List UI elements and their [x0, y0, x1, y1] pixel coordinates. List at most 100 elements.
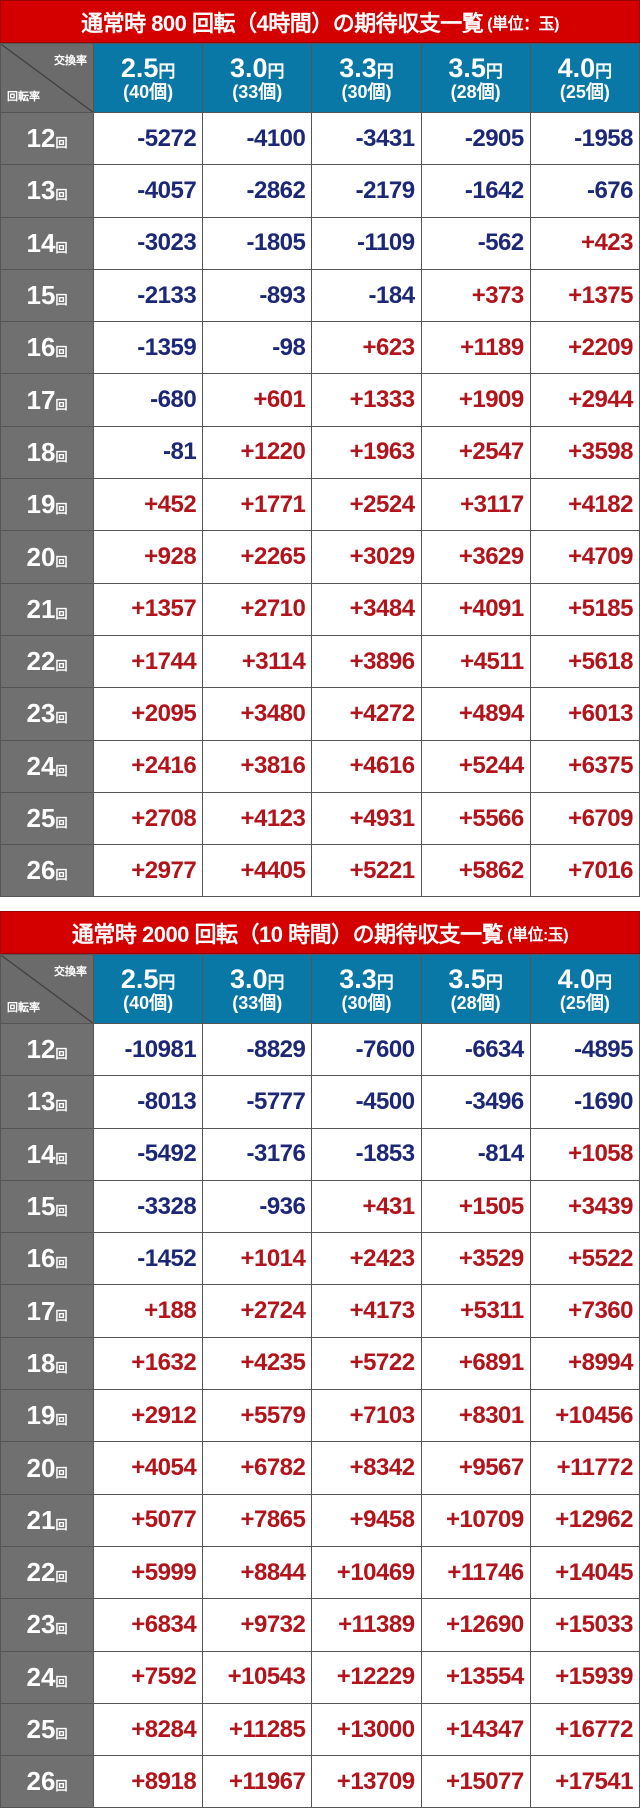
value-cell: +623	[311, 321, 422, 375]
value-cell: -1805	[202, 216, 313, 270]
value-cell: +3439	[529, 1179, 640, 1234]
table-row: 21回 +5077 +7865 +9458 +10709 +12962	[0, 1493, 640, 1547]
value-cell: +1771	[202, 478, 313, 532]
row-label: 14回	[0, 216, 94, 270]
value-cell: +11285	[202, 1702, 313, 1757]
value-cell: +3029	[311, 530, 422, 584]
value-cell: +2209	[529, 321, 640, 375]
value-cell: +2944	[529, 373, 640, 427]
value-cell: +8844	[202, 1545, 313, 1600]
value-cell: +6834	[92, 1598, 204, 1652]
spin-rate-value: 22	[26, 646, 56, 677]
value-cell: +1505	[420, 1179, 531, 1234]
spin-rate-value: 25	[26, 1714, 56, 1744]
table-row: 15回 -2133 -893 -184 +373 +1375	[0, 268, 640, 323]
spin-rate-value: 18	[26, 436, 56, 467]
value-cell: +2710	[202, 582, 313, 636]
table-row: 13回 -4057 -2862 -2179 -1642 -676	[0, 164, 640, 218]
yen-unit: 円	[376, 973, 394, 993]
table-row: 18回 -81 +1220 +1963 +2547 +3598	[0, 425, 640, 480]
value-cell: +6891	[420, 1336, 531, 1391]
value-cell: -3023	[92, 216, 204, 270]
value-cell: +3480	[202, 687, 313, 741]
balls-per-yen: (40個)	[123, 992, 174, 1013]
value-cell: +4894	[420, 687, 531, 741]
spin-rate-value: 14	[26, 227, 56, 258]
yen-unit: 円	[485, 62, 503, 82]
row-label: 21回	[0, 582, 94, 636]
row-suffix: 回	[55, 188, 68, 203]
table-row: 12回 -10981 -8829 -7600 -6634 -4895	[0, 1022, 640, 1077]
column-header: 3.3円 (30個)	[311, 43, 422, 113]
row-suffix: 回	[55, 1308, 68, 1323]
value-cell: +13709	[311, 1755, 422, 1809]
rate-value: 3.5	[448, 53, 486, 84]
value-cell: +3484	[311, 582, 422, 636]
value-cell: +5221	[311, 844, 422, 898]
value-cell: -1452	[92, 1232, 204, 1286]
value-cell: -4057	[92, 164, 204, 218]
value-cell: +423	[529, 216, 640, 270]
value-cell: +5566	[420, 791, 531, 846]
spin-rate-value: 24	[26, 750, 56, 781]
value-cell: +2724	[202, 1284, 313, 1338]
value-cell: -7600	[311, 1022, 422, 1077]
spin-rate-value: 16	[26, 1243, 56, 1274]
value-cell: +1632	[92, 1336, 204, 1391]
yen-unit: 円	[267, 973, 285, 993]
value-cell: -81	[92, 425, 204, 480]
value-cell: +5999	[92, 1545, 204, 1600]
value-cell: +1744	[92, 634, 204, 689]
exchange-rate-label: 交換率	[54, 55, 87, 67]
row-label: 20回	[0, 530, 94, 584]
value-cell: +5244	[420, 739, 531, 793]
value-cell: +9567	[420, 1441, 531, 1495]
row-label: 16回	[0, 1232, 94, 1286]
value-cell: +3816	[202, 739, 313, 793]
rate-value: 3.0	[230, 964, 268, 995]
value-cell: +2095	[92, 687, 204, 741]
row-label: 12回	[0, 111, 94, 166]
value-cell: +8284	[92, 1702, 204, 1757]
table-row: 20回 +928 +2265 +3029 +3629 +4709	[0, 530, 640, 584]
spin-rate-value: 19	[26, 489, 56, 520]
table-row: 21回 +1357 +2710 +3484 +4091 +5185	[0, 582, 640, 636]
row-label: 13回	[0, 1075, 94, 1129]
rate-value: 4.0	[557, 964, 596, 995]
spin-rate-label: 回転率	[7, 1002, 40, 1014]
balls-per-yen: (28個)	[450, 81, 501, 102]
balls-per-yen: (25個)	[559, 81, 610, 102]
table-row: 24回 +2416 +3816 +4616 +5244 +6375	[0, 739, 640, 793]
spin-rate-value: 19	[26, 1400, 56, 1431]
spin-rate-value: 26	[26, 855, 56, 886]
spin-rate-value: 12	[26, 123, 56, 154]
value-cell: +11967	[202, 1755, 313, 1809]
balls-per-yen: (30個)	[341, 992, 392, 1013]
value-cell: -8829	[202, 1022, 313, 1077]
row-label: 26回	[0, 844, 94, 898]
header-row: 交換率 回転率 2.5円 (40個) 3.0円 (33個) 3.3円 (30個) 3.5円 (28…	[0, 43, 640, 113]
value-cell: -814	[420, 1127, 531, 1181]
table-row: 18回 +1632 +4235 +5722 +6891 +8994	[0, 1336, 640, 1391]
value-cell: +431	[311, 1179, 422, 1234]
column-header: 4.0円 (25個)	[529, 43, 640, 113]
row-suffix: 回	[55, 449, 68, 464]
value-cell: -2179	[311, 164, 422, 218]
value-cell: +4616	[311, 739, 422, 793]
table-row: 19回 +452 +1771 +2524 +3117 +4182	[0, 478, 640, 532]
value-cell: +2416	[92, 739, 204, 793]
table-row: 23回 +6834 +9732 +11389 +12690 +15033	[0, 1598, 640, 1652]
row-label: 15回	[0, 1179, 94, 1234]
row-label: 23回	[0, 1598, 94, 1652]
table-title: 通常時 800 回転（4時間）の期待収支一覧 (単位：玉)	[0, 0, 640, 43]
value-cell: +7360	[529, 1284, 640, 1338]
spin-rate-value: 25	[26, 803, 56, 833]
table-row: 16回 -1452 +1014 +2423 +3529 +5522	[0, 1232, 640, 1286]
value-cell: +17541	[529, 1755, 640, 1809]
value-cell: -1853	[311, 1127, 422, 1181]
value-cell: +5522	[529, 1232, 640, 1286]
value-cell: +3114	[202, 634, 313, 689]
value-cell: +11389	[311, 1598, 422, 1652]
table-row: 25回 +2708 +4123 +4931 +5566 +6709	[0, 791, 640, 846]
row-suffix: 回	[55, 397, 68, 412]
